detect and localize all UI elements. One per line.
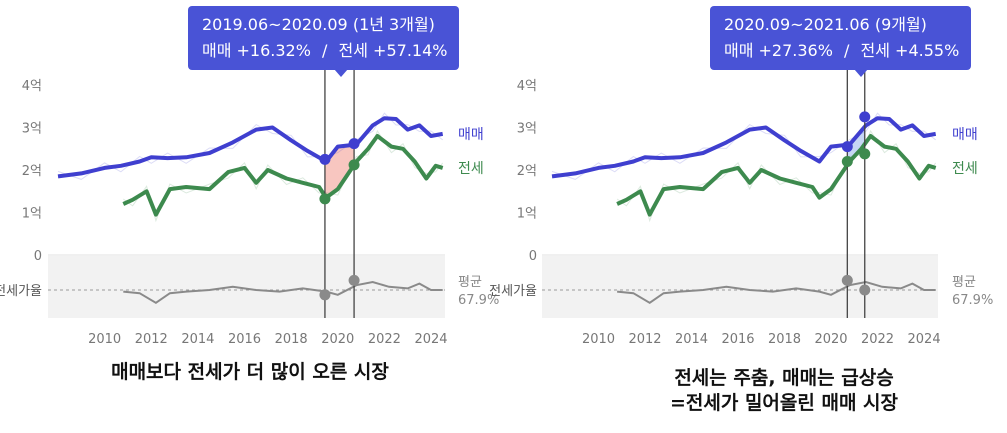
tooltip-period: 2019.06~2020.09 (1년 3개월): [202, 15, 435, 34]
x-tick-label: 2022: [861, 332, 894, 347]
series-label-sale: 매매: [458, 127, 484, 143]
sale-end-marker: [348, 138, 360, 150]
x-tick-label: 2012: [628, 332, 661, 347]
x-tick-label: 2010: [88, 332, 121, 347]
tooltip-changes: 매매 +16.32% / 전세 +57.14%: [202, 38, 447, 64]
y-tick-label: 2억: [517, 164, 537, 179]
x-tick-label: 2024: [908, 332, 941, 347]
x-tick-label: 2022: [368, 332, 401, 347]
period-tooltip: 2020.09~2021.06 (9개월) 매매 +27.36% / 전세 +4…: [710, 6, 972, 77]
ratio-end-marker: [859, 284, 871, 296]
ratio-end-marker: [348, 274, 360, 286]
jeonse-noise-line: [616, 129, 937, 223]
series-label-jeonse: 전세: [458, 161, 484, 177]
y-tick-label: 2억: [22, 164, 42, 179]
jeonse-line: [616, 134, 937, 217]
tooltip-jeonse-change: 전세 +4.55%: [860, 41, 960, 60]
caption-line: 매매보다 전세가 더 많이 오른 시장: [111, 361, 389, 383]
jeonse-end-marker: [859, 148, 871, 160]
x-tick-label: 2012: [135, 332, 168, 347]
tooltip-separator: /: [322, 41, 328, 60]
sale-noise-line: [57, 112, 444, 180]
jeonse-start-marker: [841, 156, 853, 167]
period-tooltip: 2019.06~2020.09 (1년 3개월) 매매 +16.32% / 전세…: [188, 6, 460, 77]
chart-panel-right: 4억 3억 2억 1억 0 2010 2012 2014 2016 2018 2020 2022 202…: [489, 0, 1007, 433]
y-tick-label: 3억: [22, 122, 42, 137]
caption-line: 전세는 주춤, 매매는 급상승: [674, 367, 894, 389]
x-tick-label: 2016: [228, 332, 261, 347]
sale-line: [57, 116, 444, 179]
y-tick-label: 3억: [517, 122, 537, 137]
chart-caption: 전세는 주춤, 매매는 급상승 =전세가 밀어올린 매매 시장: [574, 366, 994, 416]
x-tick-label: 2020: [321, 332, 354, 347]
price-chart-left: 4억 3억 2억 1억 0 2010 2012 2014 2016 2018 2020 2022 202…: [0, 68, 499, 347]
average-value: 67.9%: [952, 293, 993, 308]
jeonse-start-marker: [319, 193, 331, 205]
y-tick-label: 0: [529, 249, 537, 264]
tooltip-arrow: [854, 69, 868, 77]
x-tick-label: 2010: [582, 332, 615, 347]
jeonse-end-marker: [348, 159, 360, 171]
x-tick-label: 2014: [675, 332, 708, 347]
caption-line: =전세가 밀어올린 매매 시장: [669, 392, 899, 414]
ratio-band: [48, 256, 445, 318]
tooltip-sale-change: 매매 +27.36%: [724, 41, 833, 60]
sale-line: [551, 116, 937, 179]
chart-caption: 매매보다 전세가 더 많이 오른 시장: [40, 360, 460, 385]
y-tick-label: 1억: [517, 207, 537, 222]
tooltip-jeonse-change: 전세 +57.14%: [338, 41, 448, 60]
y-tick-label: 4억: [517, 79, 537, 94]
ratio-start-marker: [319, 289, 331, 301]
ratio-axis-label: 전세가율: [489, 284, 537, 299]
highlight-area: [324, 144, 355, 197]
highlight-area: [847, 126, 865, 165]
ratio-axis-label: 전세가율: [0, 284, 42, 299]
x-tick-label: 2020: [814, 332, 847, 347]
x-tick-label: 2016: [721, 332, 754, 347]
tooltip-changes: 매매 +27.36% / 전세 +4.55%: [724, 38, 959, 64]
average-value: 67.9%: [458, 293, 499, 308]
sale-end-marker: [859, 111, 871, 123]
x-tick-label: 2018: [768, 332, 801, 347]
ratio-start-marker: [841, 274, 853, 286]
series-label-sale: 매매: [952, 127, 978, 143]
sale-start-marker: [841, 141, 853, 153]
ratio-band: [542, 256, 938, 318]
jeonse-line: [122, 134, 444, 217]
tooltip-separator: /: [844, 41, 850, 60]
tooltip-period: 2020.09~2021.06 (9개월): [724, 15, 927, 34]
sale-start-marker: [319, 153, 331, 165]
y-tick-label: 1억: [22, 207, 42, 222]
y-tick-label: 0: [34, 249, 42, 264]
chart-panel-left: 4억 3억 2억 1억 0 2010 2012 2014 2016 2018 2020 2022 202…: [0, 0, 500, 433]
y-tick-label: 4억: [22, 79, 42, 94]
jeonse-noise-line: [123, 129, 444, 223]
x-tick-label: 2018: [275, 332, 308, 347]
price-chart-right: 4억 3억 2억 1억 0 2010 2012 2014 2016 2018 2020 2022 202…: [489, 68, 993, 347]
tooltip-sale-change: 매매 +16.32%: [202, 41, 311, 60]
average-label: 평균: [952, 275, 976, 290]
x-tick-label: 2014: [181, 332, 214, 347]
x-tick-label: 2024: [414, 332, 447, 347]
tooltip-arrow: [334, 69, 348, 77]
series-label-jeonse: 전세: [952, 161, 978, 177]
average-label: 평균: [458, 275, 482, 290]
ratio-line: [617, 280, 936, 304]
ratio-line: [123, 280, 443, 304]
sale-noise-line: [551, 112, 937, 180]
